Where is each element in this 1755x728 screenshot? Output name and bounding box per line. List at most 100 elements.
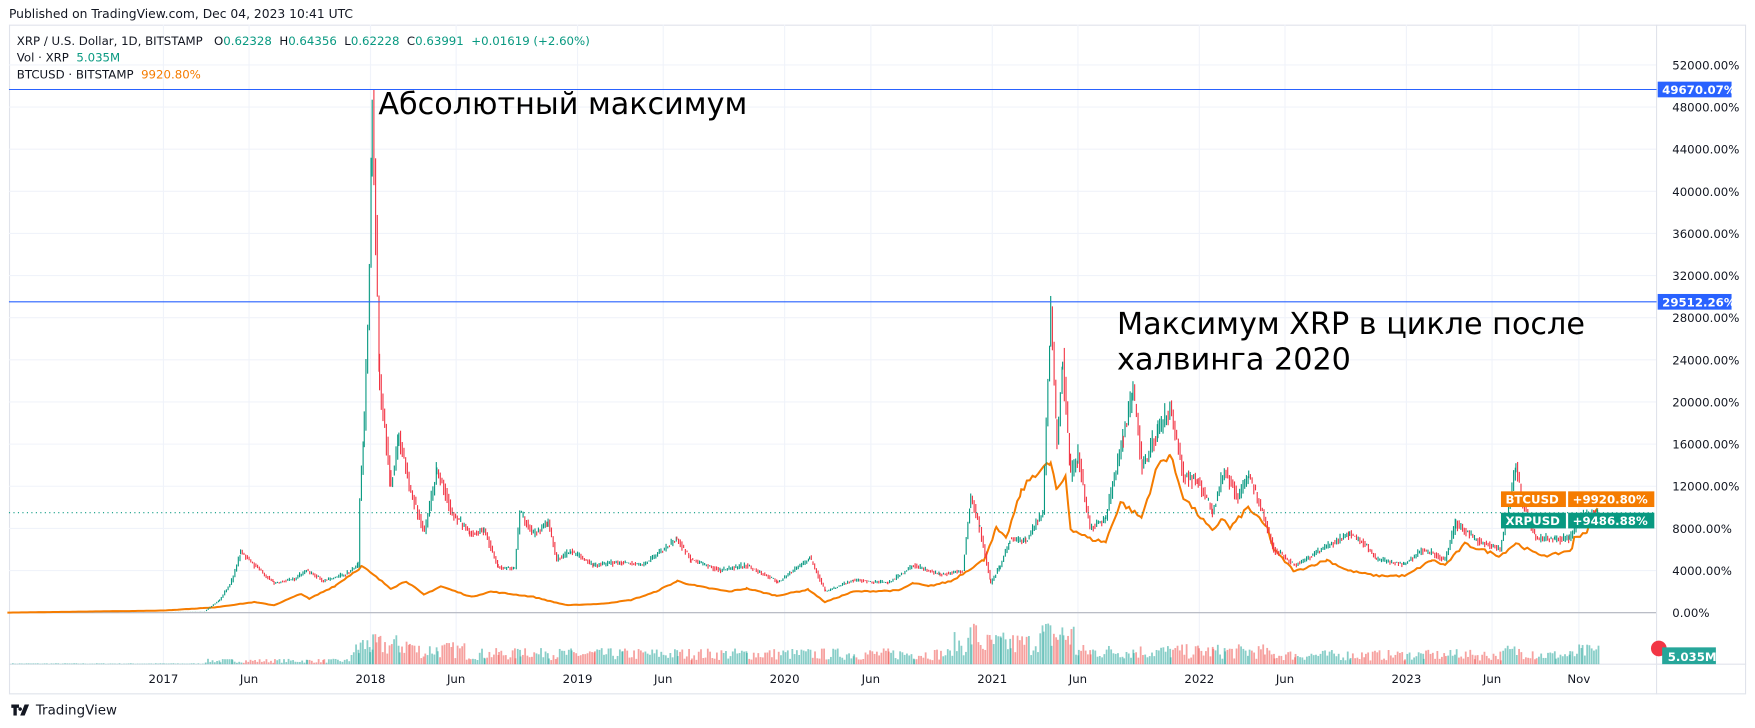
volume-bar bbox=[1105, 649, 1108, 665]
volume-bar bbox=[979, 644, 982, 665]
volume-bar bbox=[910, 654, 913, 665]
volume-bar bbox=[899, 651, 902, 665]
volume-bar bbox=[1162, 647, 1165, 665]
volume-bar bbox=[161, 663, 164, 665]
volume-bar bbox=[111, 663, 114, 665]
volume-bar bbox=[276, 660, 279, 665]
volume-bar bbox=[1383, 658, 1385, 665]
compare-legend-row[interactable]: BTCUSD · BITSTAMP 9920.80% bbox=[16, 68, 201, 82]
y-tick-label: 20000.00% bbox=[1672, 395, 1739, 409]
volume-bar bbox=[374, 634, 377, 665]
volume-bar bbox=[1511, 648, 1514, 665]
volume-bar bbox=[931, 660, 934, 665]
volume-bar bbox=[793, 654, 796, 665]
volume-bar bbox=[1194, 646, 1197, 665]
volume-bar bbox=[537, 654, 540, 665]
volume-bar bbox=[1255, 658, 1258, 665]
volume-bar bbox=[1077, 649, 1080, 665]
volume-bar bbox=[493, 654, 495, 665]
volume-bar bbox=[1119, 657, 1122, 665]
volume-bar bbox=[64, 663, 66, 665]
volume-bar bbox=[731, 651, 734, 665]
volume-bar bbox=[82, 663, 85, 665]
volume-bar bbox=[651, 649, 654, 665]
volume-bar bbox=[1270, 654, 1273, 665]
volume-bar bbox=[1278, 655, 1280, 665]
volume-bar bbox=[1183, 654, 1186, 665]
volume-bar bbox=[165, 663, 168, 665]
volume-bar bbox=[495, 648, 498, 665]
volume-bar bbox=[1197, 645, 1199, 665]
symbol-legend-row[interactable]: XRP / U.S. Dollar, 1D, BITSTAMP O0.62328… bbox=[17, 34, 590, 51]
volume-bar bbox=[933, 650, 936, 665]
volume-bar bbox=[509, 657, 512, 665]
annotation-cycle-high[interactable]: Максимум XRP в цикле после халвинга 2020 bbox=[1117, 306, 1585, 378]
volume-bar bbox=[628, 657, 631, 665]
volume-bar bbox=[1130, 657, 1132, 665]
volume-bar bbox=[1559, 654, 1562, 665]
volume-bar bbox=[944, 655, 947, 665]
volume-bar bbox=[377, 636, 380, 665]
volume-bar bbox=[1233, 658, 1236, 665]
volume-bar bbox=[428, 646, 431, 665]
volume-bar bbox=[1303, 659, 1306, 665]
tradingview-logo[interactable]: TradingView bbox=[11, 702, 117, 718]
volume-bar bbox=[630, 657, 633, 665]
volume-bar bbox=[1408, 652, 1411, 665]
volume-bar bbox=[348, 661, 351, 665]
volume-bar bbox=[424, 653, 427, 665]
volume-bar bbox=[1169, 648, 1172, 665]
volume-bar bbox=[313, 662, 315, 665]
volume-bar bbox=[375, 642, 378, 665]
volume-bar bbox=[621, 651, 624, 665]
volume-bar bbox=[476, 660, 479, 665]
volume-bar bbox=[706, 648, 709, 665]
volume-bar bbox=[540, 648, 542, 665]
ohlc-open: O0.62328 bbox=[214, 34, 272, 49]
volume-bar bbox=[951, 655, 954, 665]
volume-bar bbox=[860, 659, 862, 665]
volume-bar bbox=[1328, 651, 1331, 665]
volume-bar bbox=[704, 657, 707, 665]
volume-bar bbox=[1172, 649, 1174, 665]
volume-bar bbox=[1406, 653, 1409, 665]
volume-bar bbox=[1219, 654, 1221, 665]
volume-bar bbox=[1125, 651, 1128, 665]
price-change: +0.01619 (+2.60%) bbox=[471, 34, 590, 49]
volume-bar bbox=[969, 627, 972, 665]
volume-bar bbox=[1137, 657, 1140, 665]
x-tick-label: Jun bbox=[1482, 672, 1501, 686]
volume-bar bbox=[337, 659, 339, 665]
volume-legend-row[interactable]: Vol · XRP 5.035M bbox=[16, 51, 121, 65]
volume-bar bbox=[761, 657, 764, 665]
volume-bar bbox=[267, 662, 270, 665]
annotation-all-time-high[interactable]: Абсолютный максимум bbox=[378, 87, 748, 123]
volume-bar bbox=[393, 639, 395, 665]
volume-bar bbox=[405, 641, 408, 665]
volume-bar bbox=[1221, 658, 1224, 665]
volume-bar bbox=[218, 660, 221, 665]
y-tick-label: 16000.00% bbox=[1672, 438, 1739, 452]
volume-bar bbox=[247, 661, 250, 665]
volume-bar bbox=[1018, 640, 1021, 665]
volume-bar bbox=[1002, 632, 1005, 665]
volume-bar bbox=[1326, 655, 1329, 665]
volume-bar bbox=[853, 654, 856, 665]
volume-bar bbox=[575, 653, 578, 665]
volume-bar bbox=[1082, 645, 1085, 665]
volume-bar bbox=[727, 658, 730, 665]
volume-bar bbox=[34, 663, 37, 665]
volume-bar bbox=[285, 662, 288, 665]
volume-bar bbox=[1573, 656, 1576, 665]
volume-bar bbox=[843, 659, 846, 665]
volume-bar bbox=[441, 645, 444, 665]
volume-bar bbox=[32, 663, 35, 665]
x-tick-label: 2023 bbox=[1391, 672, 1421, 686]
volume-bar bbox=[102, 663, 105, 665]
volume-bar bbox=[709, 651, 711, 665]
volume-bar bbox=[1315, 654, 1317, 665]
volume-bar bbox=[1581, 645, 1584, 665]
volume-bar bbox=[607, 648, 610, 665]
volume-bar bbox=[533, 652, 536, 665]
